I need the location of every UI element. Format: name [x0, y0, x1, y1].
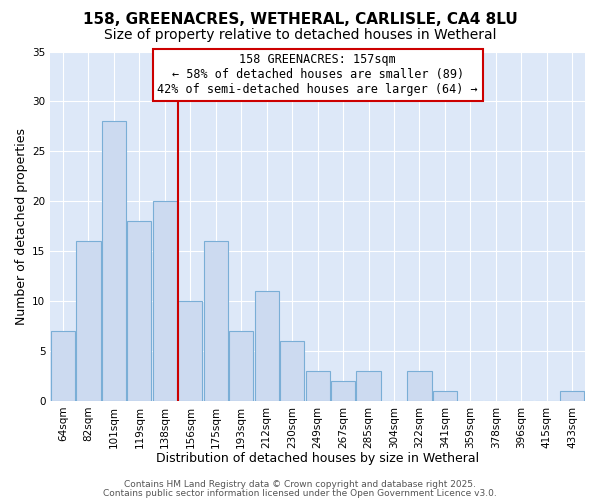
Bar [51, 331, 75, 401]
Bar [229, 331, 253, 401]
Bar [331, 381, 355, 401]
Bar [433, 391, 457, 401]
Bar [178, 301, 202, 401]
Bar [76, 241, 101, 401]
Bar [407, 371, 431, 401]
Bar [203, 241, 228, 401]
Bar [356, 371, 380, 401]
Text: Contains HM Land Registry data © Crown copyright and database right 2025.: Contains HM Land Registry data © Crown c… [124, 480, 476, 489]
Text: Contains public sector information licensed under the Open Government Licence v3: Contains public sector information licen… [103, 488, 497, 498]
Bar [305, 371, 330, 401]
Bar [127, 221, 151, 401]
Bar [280, 341, 304, 401]
Text: 158 GREENACRES: 157sqm
← 58% of detached houses are smaller (89)
42% of semi-det: 158 GREENACRES: 157sqm ← 58% of detached… [157, 53, 478, 96]
X-axis label: Distribution of detached houses by size in Wetheral: Distribution of detached houses by size … [156, 452, 479, 465]
Y-axis label: Number of detached properties: Number of detached properties [15, 128, 28, 324]
Text: 158, GREENACRES, WETHERAL, CARLISLE, CA4 8LU: 158, GREENACRES, WETHERAL, CARLISLE, CA4… [83, 12, 517, 28]
Bar [153, 201, 177, 401]
Bar [102, 122, 126, 401]
Bar [254, 291, 279, 401]
Text: Size of property relative to detached houses in Wetheral: Size of property relative to detached ho… [104, 28, 496, 42]
Bar [560, 391, 584, 401]
